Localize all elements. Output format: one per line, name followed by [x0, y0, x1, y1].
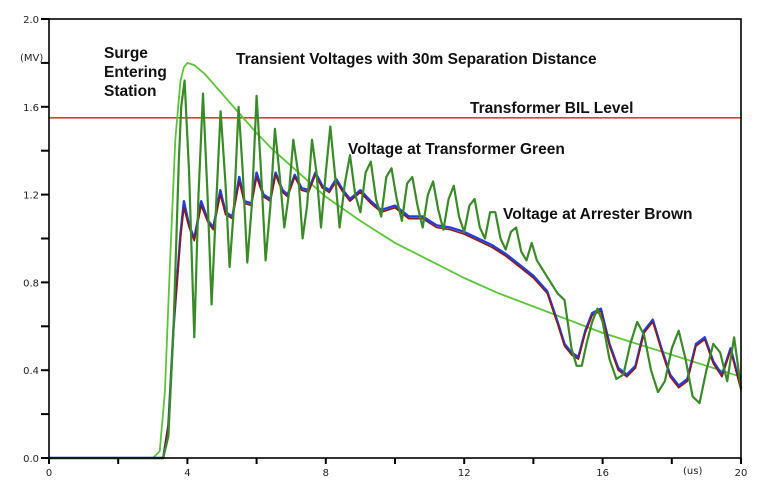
y-tick-label: 1.2	[23, 191, 39, 202]
x-tick-label: 16	[596, 468, 609, 479]
annotation-transformer-bil-level: Transformer BIL Level	[470, 100, 633, 117]
y-tick-label: 2.0	[23, 15, 39, 26]
plot-series	[47, 62, 743, 460]
y-tick-label: 0.4	[23, 366, 39, 377]
series-voltage-at-transformer-green	[47, 79, 743, 460]
annotation-transient-voltages-with-30m-separation-distance: Transient Voltages with 30m Separation D…	[236, 51, 597, 68]
series-surge-entering-station	[48, 62, 742, 459]
x-tick-label: 12	[458, 468, 471, 479]
annotation-voltage-at-arrester-brown: Voltage at Arrester Brown	[503, 206, 693, 223]
x-axis-unit-label: (us)	[683, 466, 702, 477]
axes: 0 4 8 12 16 20 0.0 0.4 0.8 1.2 1.6 2.0	[23, 15, 747, 479]
annotations: Surge Entering Station Transient Voltages w…	[104, 45, 693, 223]
annotation-surge-entering-station: Surge Entering Station	[104, 45, 167, 100]
x-tick-label: 20	[735, 468, 748, 479]
annotation-voltage-at-transformer-green: Voltage at Transformer Green	[348, 141, 565, 158]
y-axis-unit-label: (MV)	[20, 53, 43, 64]
y-tick-label: 0.0	[23, 454, 39, 465]
x-tick-label: 4	[184, 468, 190, 479]
x-tick-label: 8	[323, 468, 329, 479]
y-tick-label: 1.6	[23, 103, 39, 114]
series-voltage-at-arrester-brown	[48, 174, 742, 459]
x-tick-label: 0	[46, 468, 52, 479]
y-tick-label: 0.8	[23, 278, 39, 289]
